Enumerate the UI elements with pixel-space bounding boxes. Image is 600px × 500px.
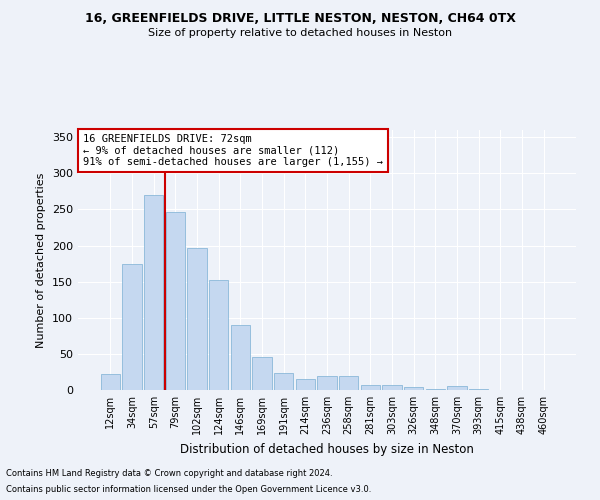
- Bar: [404, 387, 424, 390]
- Bar: [296, 379, 315, 390]
- Bar: [252, 357, 272, 390]
- Bar: [230, 325, 250, 390]
- Bar: [361, 385, 380, 390]
- Bar: [122, 264, 142, 390]
- Bar: [166, 212, 185, 390]
- X-axis label: Distribution of detached houses by size in Neston: Distribution of detached houses by size …: [180, 442, 474, 456]
- Bar: [209, 280, 229, 390]
- Text: Contains public sector information licensed under the Open Government Licence v3: Contains public sector information licen…: [6, 485, 371, 494]
- Bar: [144, 195, 163, 390]
- Text: 16, GREENFIELDS DRIVE, LITTLE NESTON, NESTON, CH64 0TX: 16, GREENFIELDS DRIVE, LITTLE NESTON, NE…: [85, 12, 515, 26]
- Y-axis label: Number of detached properties: Number of detached properties: [37, 172, 46, 348]
- Bar: [447, 386, 467, 390]
- Text: 16 GREENFIELDS DRIVE: 72sqm
← 9% of detached houses are smaller (112)
91% of sem: 16 GREENFIELDS DRIVE: 72sqm ← 9% of deta…: [83, 134, 383, 167]
- Bar: [101, 374, 120, 390]
- Bar: [187, 248, 207, 390]
- Text: Size of property relative to detached houses in Neston: Size of property relative to detached ho…: [148, 28, 452, 38]
- Bar: [317, 376, 337, 390]
- Text: Contains HM Land Registry data © Crown copyright and database right 2024.: Contains HM Land Registry data © Crown c…: [6, 468, 332, 477]
- Bar: [339, 376, 358, 390]
- Bar: [274, 372, 293, 390]
- Bar: [382, 385, 402, 390]
